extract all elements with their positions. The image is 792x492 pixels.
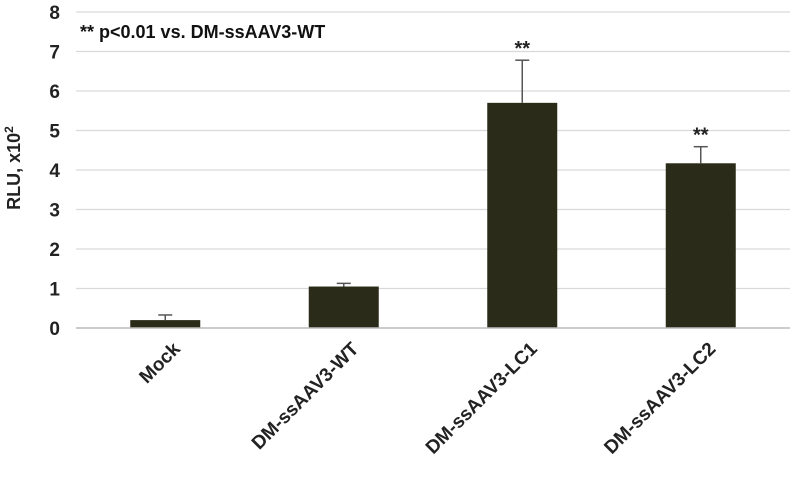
x-category-label: DM-ssAAV3-LC1 — [422, 338, 542, 458]
y-tick-label: 4 — [49, 161, 60, 182]
bars — [130, 102, 736, 328]
significance-marker: ** — [514, 38, 530, 60]
y-tick-label: 0 — [49, 319, 60, 340]
significance-markers: ** ** — [514, 38, 708, 147]
y-tick-label: 2 — [49, 240, 60, 261]
bar — [665, 163, 736, 328]
y-tick-label: 7 — [49, 43, 60, 64]
x-category-label: DM-ssAAV3-WT — [248, 338, 364, 454]
y-axis-label: RLU, x102 — [2, 126, 24, 210]
significance-marker: ** — [693, 125, 709, 147]
y-tick-label: 1 — [49, 280, 60, 301]
x-category-label: DM-ssAAV3-LC2 — [600, 339, 720, 459]
bar — [308, 286, 379, 328]
y-axis-label-main: RLU, x10 — [4, 133, 24, 210]
gridlines — [76, 11, 790, 329]
bar — [130, 320, 201, 328]
y-tick-label: 3 — [49, 201, 60, 222]
y-tick-label: 8 — [49, 3, 60, 24]
x-category-label: Mock — [136, 338, 185, 387]
y-axis-ticks: 0 1 2 3 4 5 6 7 8 — [49, 3, 60, 340]
y-tick-label: 5 — [49, 122, 60, 143]
y-axis-label-superscript: 2 — [2, 126, 16, 133]
error-bars — [158, 59, 708, 321]
x-axis-categories: Mock DM-ssAAV3-WT DM-ssAAV3-LC1 DM-ssAAV3-L… — [136, 338, 721, 458]
y-tick-label: 6 — [49, 82, 60, 103]
significance-note: ** p<0.01 vs. DM-ssAAV3-WT — [80, 22, 325, 42]
bar — [487, 102, 558, 328]
